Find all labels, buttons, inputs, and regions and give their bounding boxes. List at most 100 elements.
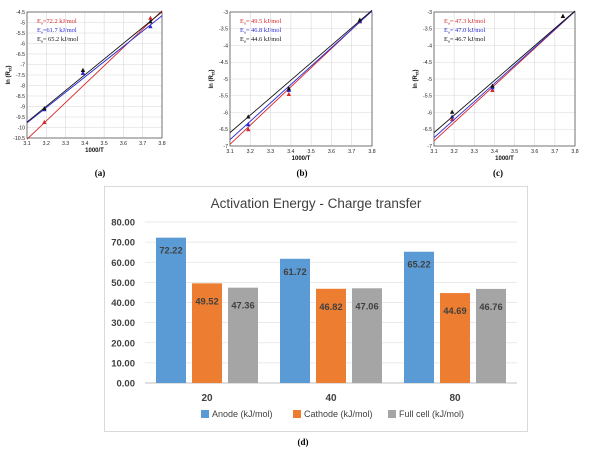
y-tick-label: 80.00	[111, 218, 135, 229]
legend-entry-3: Ea= 46.7 kJ/mol	[444, 36, 485, 44]
bar-2	[192, 283, 222, 383]
scatter-panel-c: 3.1 3.2 3.3 3.4 3.5 3.6 3.7 3.8 -3 -3.5 -4 -4.5 -5 -5…	[400, 4, 582, 162]
bar-chart-frame: Activation Energy - Charge transfer 0.00 1…	[104, 186, 528, 432]
y-tick-label: -6	[223, 110, 228, 116]
y-tick-label: -7	[427, 144, 432, 150]
legend-label-3: Full cell (kJ/mol)	[399, 409, 464, 419]
y-tick-label: -5.5	[16, 31, 25, 37]
y-tick-label: -6.5	[219, 127, 228, 133]
fit-line-3	[26, 11, 163, 123]
x-tick-label: 3.5	[308, 149, 315, 155]
data-point	[286, 91, 292, 97]
scatter-chart-c: 3.1 3.2 3.3 3.4 3.5 3.6 3.7 3.8 -3 -3.5 -4 -4.5 -5 -5…	[413, 10, 579, 162]
bar-plot-group: Activation Energy - Charge transfer 0.00 1…	[111, 196, 517, 419]
x-tick-label: 3.3	[471, 149, 478, 155]
legend-entry-3: Ea= 65.2 kJ/mol	[37, 36, 78, 44]
x-tick-label: 3.2	[451, 149, 458, 155]
data-point	[80, 70, 86, 75]
bar-value-label: 61.72	[283, 267, 306, 277]
plot-group-a: 3.1 3.2 3.3 3.4 3.5 3.6 3.7 3.8 -4.5 -5 -5.5 -6 -6.5…	[6, 10, 166, 154]
y-tick-label: -3	[427, 10, 432, 16]
x-tick-label: 20	[201, 393, 213, 404]
fit-line-3	[229, 9, 373, 133]
legend-entry-1: Ea= 49.5 kJ/mol	[240, 18, 281, 26]
data-point	[148, 15, 153, 20]
fit-line-3	[433, 10, 576, 133]
plot-frame	[433, 11, 576, 147]
y-tick-label: 20.00	[111, 338, 135, 349]
bar-chart-d: Activation Energy - Charge transfer 0.00 1…	[111, 196, 517, 419]
y-tick-label: 50.00	[111, 278, 135, 289]
data-point	[148, 19, 153, 24]
x-tick-label: 3.8	[158, 141, 165, 147]
x-tick-label: 3.3	[62, 141, 69, 147]
y-tick-label: -7.5	[16, 73, 25, 79]
y-tick-label: 10.00	[111, 358, 135, 369]
y-tick-label: -7	[20, 62, 25, 68]
scatter-chart-a: 3.1 3.2 3.3 3.4 3.5 3.6 3.7 3.8 -4.5 -5 -5.5 -6 -6.5…	[6, 10, 166, 154]
legend-entry-2: Ea=61.7 kJ/mol	[37, 27, 77, 35]
legend-swatch-2	[293, 410, 301, 418]
y-tick-label: 40.00	[111, 298, 135, 309]
plot-group-b: 3.1 3.2 3.3 3.4 3.5 3.6 3.7 3.8 -3 -3.5 -4 -4.5 -5 -5…	[209, 10, 376, 162]
bar-value-label: 47.06	[355, 301, 378, 311]
y-tick-label: -5.5	[423, 94, 432, 100]
data-point	[357, 17, 363, 22]
scatter-panel-b: 3.1 3.2 3.3 3.4 3.5 3.6 3.7 3.8 -3 -3.5 -4 -4.5 -5 -5…	[198, 4, 380, 162]
plot-frame	[26, 11, 163, 139]
y-axis-title: ln (Rct)	[6, 65, 13, 84]
bar-value-label: 44.69	[443, 306, 466, 316]
x-tick-label: 3.7	[348, 149, 355, 155]
plot-frame	[229, 11, 373, 147]
fit-line-2	[26, 15, 163, 124]
bar-3	[476, 288, 506, 383]
legend-swatch-1	[201, 410, 209, 418]
y-tick-label: -6.5	[16, 52, 25, 58]
x-tick-label: 3.5	[511, 149, 518, 155]
scatter-chart-b: 3.1 3.2 3.3 3.4 3.5 3.6 3.7 3.8 -3 -3.5 -4 -4.5 -5 -5…	[209, 10, 376, 162]
bar-value-label: 72.22	[159, 246, 182, 256]
y-tick-label: -6	[20, 41, 25, 47]
bar-value-label: 65.22	[407, 260, 430, 270]
y-tick-label: -9.5	[16, 115, 25, 121]
bar-value-label: 46.82	[319, 302, 342, 312]
bar-value-label: 47.36	[231, 301, 254, 311]
y-axis-title: ln (Rct)	[209, 69, 216, 88]
data-point	[42, 105, 47, 111]
x-tick-label: 80	[449, 393, 461, 404]
y-tick-label: -3.5	[423, 27, 432, 33]
bar-chart-title: Activation Energy - Charge transfer	[211, 196, 422, 211]
bar-3	[228, 287, 258, 383]
bar-value-label: 49.52	[195, 296, 218, 306]
legend-entry-1: Ea= 47.3 kJ/mol	[444, 18, 485, 26]
data-point	[286, 86, 292, 91]
y-tick-label: -5.5	[219, 94, 228, 100]
bar-2	[440, 293, 470, 383]
y-tick-label: -3	[223, 10, 228, 16]
y-axis-title: ln (Rct)	[413, 69, 420, 88]
y-tick-label: 30.00	[111, 318, 135, 329]
y-tick-label: 60.00	[111, 258, 135, 269]
bar-2	[316, 288, 346, 383]
data-point	[490, 83, 495, 88]
x-tick-label: 3.4	[491, 149, 498, 155]
x-tick-label: 3.3	[267, 149, 274, 155]
y-tick-label: -7	[223, 144, 228, 150]
x-tick-label: 3.6	[328, 149, 335, 155]
y-tick-label: -4.5	[219, 60, 228, 66]
fit-line-2	[433, 10, 576, 138]
y-tick-label: -3.5	[219, 27, 228, 33]
legend-entry-3: Ea= 44.6 kJ/mol	[240, 36, 281, 44]
fit-line-2	[229, 10, 373, 140]
bar-1	[156, 237, 186, 383]
y-tick-label: -4.5	[16, 10, 25, 16]
x-tick-label: 3.4	[287, 149, 294, 155]
y-tick-label: -10	[18, 125, 26, 131]
x-tick-label: 3.6	[531, 149, 538, 155]
x-tick-label: 3.1	[430, 149, 437, 155]
x-tick-label: 3.2	[43, 141, 50, 147]
data-point	[560, 13, 566, 18]
y-tick-label: -9	[20, 104, 25, 110]
scatter-panel-a: 3.1 3.2 3.3 3.4 3.5 3.6 3.7 3.8 -4.5 -5 -5.5 -6 -6.5…	[0, 4, 176, 154]
bar-1	[280, 258, 310, 383]
